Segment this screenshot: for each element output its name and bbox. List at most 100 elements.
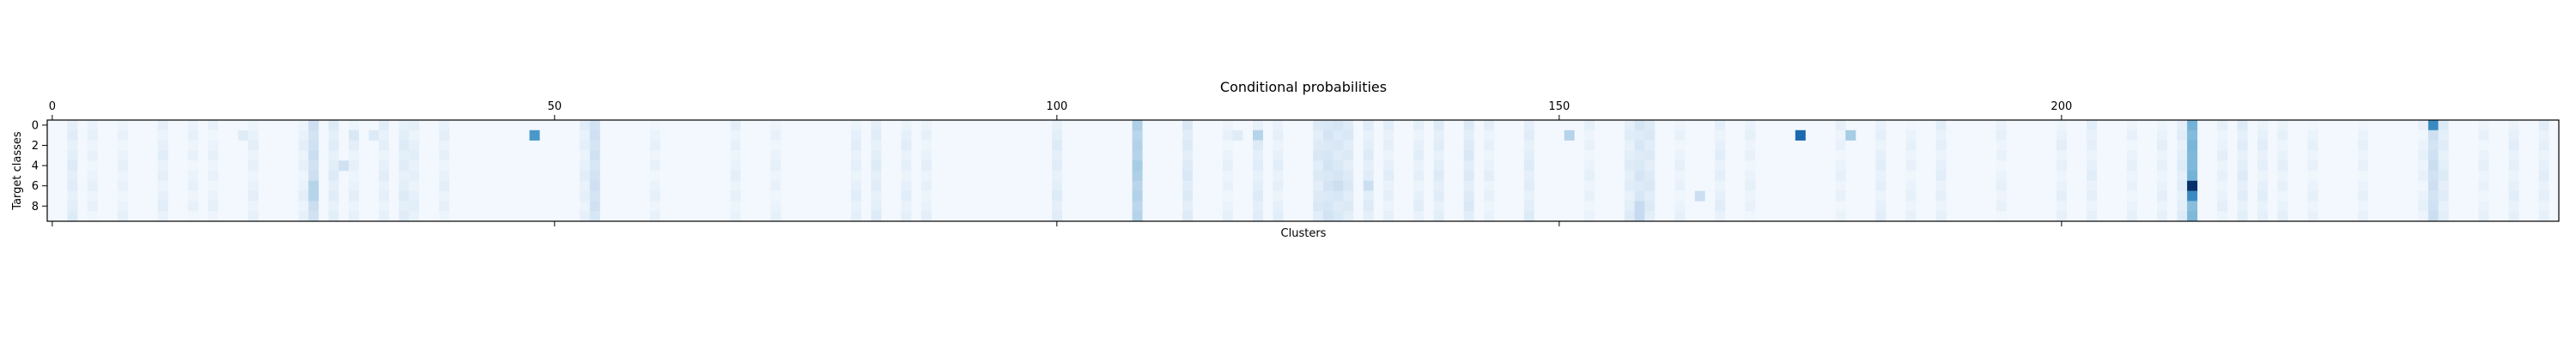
- heatmap-cell: [1322, 129, 1334, 141]
- heatmap-cell: [1363, 120, 1374, 131]
- heatmap-cell: [1182, 211, 1194, 222]
- heatmap-cell: [1996, 150, 2007, 161]
- heatmap-cell: [187, 190, 198, 202]
- heatmap-cell: [117, 129, 128, 141]
- heatmap-cell: [1674, 120, 1686, 131]
- heatmap-cell: [187, 201, 198, 212]
- heatmap-cell: [308, 171, 319, 182]
- heatmap-cell: [1253, 211, 1263, 222]
- heatmap-cell: [1644, 160, 1656, 172]
- heatmap-cell: [1523, 129, 1534, 141]
- heatmap-cell: [770, 150, 781, 161]
- heatmap-cell: [2438, 211, 2449, 222]
- heatmap-cell: [1584, 201, 1595, 212]
- heatmap-cell: [409, 150, 420, 161]
- heatmap-cell: [1835, 120, 1846, 131]
- heatmap-cell: [2277, 190, 2288, 202]
- heatmap-cell: [1052, 140, 1062, 151]
- heatmap-cell: [1383, 129, 1394, 141]
- heatmap-cell: [248, 129, 258, 141]
- heatmap-cell: [1484, 190, 1495, 202]
- heatmap-cell: [1273, 171, 1284, 182]
- heatmap-cell: [1322, 160, 1334, 172]
- heatmap-cell: [589, 140, 600, 151]
- heatmap-cell: [67, 140, 78, 151]
- heatmap-cell: [871, 171, 882, 182]
- heatmap-cell: [580, 120, 591, 131]
- heatmap-cell: [1322, 150, 1334, 161]
- heatmap-cell: [208, 120, 219, 131]
- heatmap-cell: [2187, 190, 2198, 202]
- heatmap-cell: [1132, 160, 1143, 172]
- heatmap-cell: [1935, 150, 1947, 161]
- heatmap-cell: [901, 129, 912, 141]
- heatmap-cell: [2508, 150, 2519, 161]
- heatmap-cell: [1182, 140, 1194, 151]
- heatmap-cell: [2157, 201, 2167, 212]
- heatmap-cell: [439, 171, 450, 182]
- heatmap-cell: [2478, 201, 2489, 212]
- heatmap-cell: [1996, 211, 2007, 222]
- heatmap-cell: [2087, 211, 2098, 222]
- heatmap-cell: [871, 180, 882, 191]
- heatmap-cell: [1222, 211, 1233, 222]
- heatmap-cell: [1343, 140, 1354, 151]
- heatmap-cell: [1644, 129, 1656, 141]
- heatmap-cell: [2237, 201, 2248, 212]
- heatmap-cell: [328, 171, 339, 182]
- heatmap-cell: [2237, 140, 2248, 151]
- heatmap-cell: [1463, 171, 1474, 182]
- heatmap-cell: [1253, 150, 1263, 161]
- heatmap-cell: [1624, 140, 1635, 151]
- heatmap-cell: [2277, 120, 2288, 131]
- heatmap-cell: [187, 211, 198, 222]
- heatmap-cell: [1333, 150, 1344, 161]
- heatmap-cell: [1674, 140, 1686, 151]
- heatmap-cell: [730, 160, 741, 172]
- heatmap-cell: [1222, 180, 1233, 191]
- heatmap-cell: [1333, 129, 1344, 141]
- heatmap-cell: [117, 171, 128, 182]
- heatmap-cell: [409, 129, 420, 141]
- heatmap-cell: [117, 211, 128, 222]
- heatmap-cell: [1322, 201, 1334, 212]
- heatmap-cell: [1935, 140, 1947, 151]
- heatmap-cell: [1052, 211, 1062, 222]
- heatmap-cell: [298, 180, 309, 191]
- heatmap-cell: [2087, 129, 2098, 141]
- heatmap-cell: [1433, 120, 1444, 131]
- heatmap-cell: [2126, 140, 2137, 151]
- heatmap-cell: [298, 160, 309, 172]
- heatmap-cell: [1644, 211, 1656, 222]
- heatmap-cell: [308, 129, 319, 141]
- heatmap-cell: [1835, 150, 1846, 161]
- heatmap-cell: [1253, 190, 1263, 202]
- heatmap-cell: [650, 201, 660, 212]
- heatmap-cell: [1745, 201, 1756, 212]
- heatmap-cell: [298, 150, 309, 161]
- heatmap-cell: [1413, 171, 1425, 182]
- heatmap-cell: [157, 160, 168, 172]
- heatmap-cell: [2427, 150, 2439, 161]
- heatmap-cell: [2237, 120, 2248, 131]
- heatmap-cell: [2237, 211, 2248, 222]
- heatmap-cell: [1523, 150, 1534, 161]
- heatmap-cell: [1523, 171, 1534, 182]
- heatmap-cell: [2508, 171, 2519, 182]
- heatmap-cell: [1644, 140, 1656, 151]
- heatmap-cell: [1745, 129, 1756, 141]
- heatmap-cell: [117, 120, 128, 131]
- heatmap-cell: [2277, 180, 2288, 191]
- heatmap-cell: [770, 211, 781, 222]
- heatmap-cell: [379, 180, 390, 191]
- heatmap-cell: [439, 201, 450, 212]
- heatmap-cell: [1433, 201, 1444, 212]
- heatmap-cell: [439, 160, 450, 172]
- heatmap-cell: [1835, 180, 1846, 191]
- heatmap-cell: [2157, 160, 2167, 172]
- heatmap-cell: [1052, 150, 1062, 161]
- heatmap-cell: [2418, 129, 2429, 141]
- heatmap-cell: [1052, 201, 1062, 212]
- heatmap-cell: [187, 140, 198, 151]
